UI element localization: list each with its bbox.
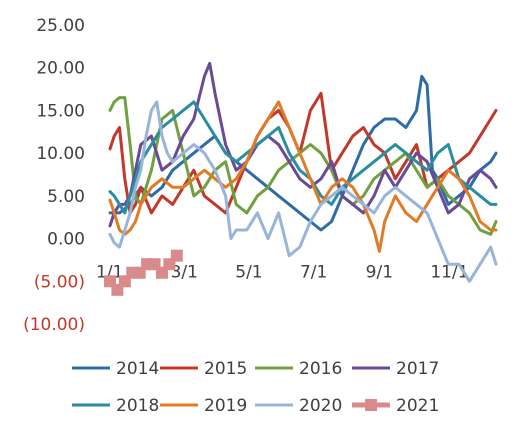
legend-label-2021: 2021 [396,396,439,416]
legend-label-2018: 2018 [116,396,159,416]
x-tick-label: 11/1 [430,263,468,283]
y-tick-label: 15.00 [36,101,85,121]
x-tick-label: 3/1 [171,263,198,283]
y-tick-label: 0.00 [47,230,85,250]
series-point-2021 [170,249,183,262]
x-tick-label: 9/1 [366,263,393,283]
y-tick-label: (5.00) [34,272,85,292]
y-tick-label: (10.00) [23,315,85,335]
series-line-2014 [108,74,498,232]
x-tick-label: 5/1 [235,263,262,283]
series-line-2020 [108,100,498,283]
legend-label-2016: 2016 [299,359,342,379]
legend-label-2020: 2020 [299,396,342,416]
legend-marker-2021 [365,399,377,411]
legend-label-2017: 2017 [396,359,439,379]
series-point-2021 [126,266,139,279]
series-line-2018 [108,100,498,215]
x-axis-tick-labels: 1/1 3/1 5/1 7/1 9/1 11/1 [96,263,469,283]
y-tick-label: 25.00 [36,16,85,36]
x-tick-label: 7/1 [300,263,327,283]
y-tick-label: 10.00 [36,144,85,164]
y-tick-label: 20.00 [36,59,85,79]
series-line-2019 [108,100,498,253]
legend: 2014 2015 2016 2017 2018 2019 2020 2021 [72,359,439,416]
legend-label-2015: 2015 [204,359,247,379]
legend-label-2019: 2019 [204,396,247,416]
series-layer [104,61,498,296]
legend-label-2014: 2014 [116,359,159,379]
x-tick-label: 1/1 [96,263,123,283]
y-axis-tick-labels: 25.00 20.00 15.00 10.00 5.00 0.00 (5.00) (10.00… [23,16,85,335]
y-tick-label: 5.00 [47,187,85,207]
